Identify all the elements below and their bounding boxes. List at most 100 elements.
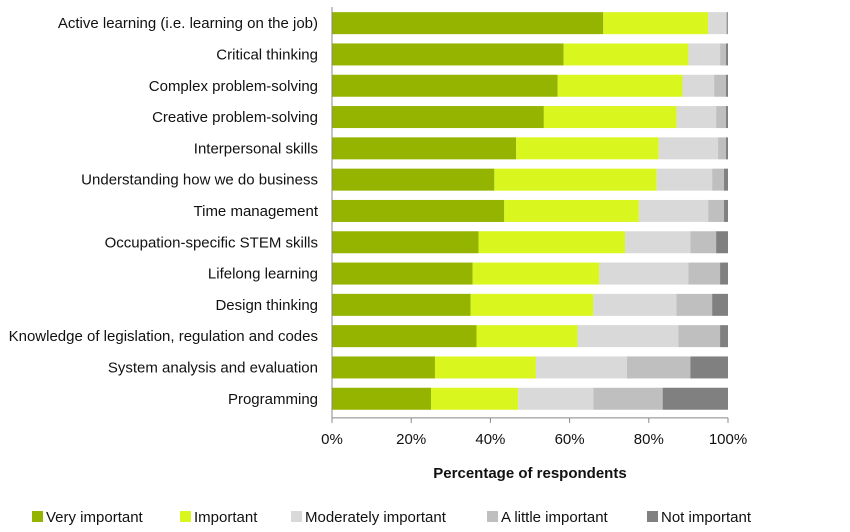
bar-segment-important-5	[494, 168, 657, 191]
bar-segment-moderately-important-10	[577, 325, 679, 348]
category-label: Design thinking	[215, 297, 318, 314]
bar-segment-moderately-important-11	[535, 356, 628, 379]
category-label: Active learning (i.e. learning on the jo…	[58, 15, 318, 32]
bar-segment-important-10	[476, 325, 578, 348]
legend-label: Not important	[661, 509, 752, 526]
bar-segment-moderately-important-8	[599, 262, 689, 285]
category-label: Lifelong learning	[208, 266, 318, 283]
bar-segment-moderately-important-9	[593, 293, 677, 316]
category-label: System analysis and evaluation	[108, 359, 318, 376]
category-label: Programming	[228, 391, 318, 408]
bar-segment-moderately-important-6	[638, 199, 709, 222]
bar-segment-very-important-12	[332, 387, 431, 410]
bar-segment-a-little-important-7	[690, 231, 717, 254]
category-label: Critical thinking	[216, 46, 318, 63]
bar-segment-a-little-important-12	[593, 387, 663, 410]
bar-segment-important-6	[504, 199, 639, 222]
category-label: Occupation-specific STEM skills	[105, 234, 318, 251]
bar-segment-a-little-important-4	[718, 137, 727, 160]
x-tick-label: 20%	[396, 431, 426, 448]
bar-segment-not-important-10	[720, 325, 728, 348]
bar-segment-a-little-important-9	[676, 293, 713, 316]
bar-segment-very-important-4	[332, 137, 517, 160]
bar-segment-moderately-important-12	[518, 387, 594, 410]
bar-segment-a-little-important-5	[712, 168, 725, 191]
bar-segment-important-7	[478, 231, 626, 254]
legend-label: Very important	[46, 509, 144, 526]
legend-swatch	[647, 511, 658, 522]
x-tick-label: 60%	[555, 431, 585, 448]
bar-segment-very-important-7	[332, 231, 479, 254]
x-tick-label: 100%	[709, 431, 747, 448]
legend-swatch	[291, 511, 302, 522]
bar-segment-a-little-important-10	[678, 325, 721, 348]
bar-segment-a-little-important-0	[726, 12, 728, 35]
category-labels: Active learning (i.e. learning on the jo…	[9, 15, 319, 408]
bar-segment-not-important-6	[724, 199, 728, 222]
bar-segment-not-important-1	[726, 43, 728, 66]
category-label: Knowledge of legislation, regulation and…	[9, 328, 318, 345]
bar-segment-moderately-important-4	[658, 137, 719, 160]
bar-segment-not-important-9	[712, 293, 728, 316]
bar-segment-important-12	[431, 387, 519, 410]
category-label: Time management	[194, 203, 319, 220]
bar-segment-not-important-3	[726, 106, 728, 129]
legend-swatch	[180, 511, 191, 522]
legend-label: A little important	[501, 509, 609, 526]
bar-segment-very-important-11	[332, 356, 435, 379]
bar-segment-very-important-8	[332, 262, 473, 285]
x-tick-label: 0%	[321, 431, 343, 448]
bar-segment-not-important-7	[716, 231, 728, 254]
category-label: Complex problem-solving	[149, 78, 318, 95]
bar-segment-moderately-important-7	[625, 231, 691, 254]
bar-segment-a-little-important-11	[627, 356, 691, 379]
bar-segment-not-important-8	[720, 262, 728, 285]
bar-segment-important-4	[516, 137, 659, 160]
bars-group	[332, 12, 728, 410]
bar-segment-not-important-5	[724, 168, 728, 191]
bar-segment-not-important-11	[690, 356, 728, 379]
category-label: Understanding how we do business	[81, 172, 318, 189]
x-tick-label: 80%	[634, 431, 664, 448]
bar-segment-moderately-important-0	[708, 12, 727, 35]
bar-segment-important-1	[563, 43, 689, 66]
bar-segment-very-important-6	[332, 199, 505, 222]
bar-segment-a-little-important-2	[714, 74, 727, 97]
bar-segment-very-important-1	[332, 43, 564, 66]
bar-segment-moderately-important-5	[656, 168, 713, 191]
legend-swatch	[32, 511, 43, 522]
x-axis-ticks: 0% 20% 40% 60% 80% 100%	[321, 417, 747, 448]
bar-segment-a-little-important-6	[708, 199, 725, 222]
bar-segment-not-important-4	[726, 137, 728, 160]
bar-segment-not-important-12	[662, 387, 728, 410]
bar-segment-a-little-important-3	[716, 106, 727, 129]
bar-segment-important-2	[557, 74, 683, 97]
bar-segment-very-important-9	[332, 293, 471, 316]
legend-swatch	[487, 511, 498, 522]
category-label: Creative problem-solving	[152, 109, 318, 126]
bar-segment-important-8	[472, 262, 600, 285]
bar-segment-important-3	[543, 106, 677, 129]
bar-segment-very-important-2	[332, 74, 558, 97]
legend-label: Important	[194, 509, 258, 526]
bar-segment-very-important-0	[332, 12, 604, 35]
bar-segment-moderately-important-2	[682, 74, 715, 97]
bar-segment-important-11	[434, 356, 536, 379]
bar-segment-moderately-important-3	[676, 106, 717, 129]
x-axis-title: Percentage of respondents	[433, 465, 626, 482]
bar-segment-moderately-important-1	[688, 43, 721, 66]
bar-segment-very-important-3	[332, 106, 544, 129]
x-tick-label: 40%	[475, 431, 505, 448]
bar-segment-a-little-important-1	[720, 43, 727, 66]
bar-segment-not-important-0	[727, 12, 728, 35]
legend: Very important Important Moderately import…	[32, 509, 752, 526]
bar-segment-not-important-2	[726, 74, 728, 97]
bar-segment-important-9	[470, 293, 594, 316]
bar-segment-important-0	[603, 12, 709, 35]
legend-label: Moderately important	[305, 509, 447, 526]
category-label: Interpersonal skills	[194, 140, 318, 157]
bar-segment-a-little-important-8	[688, 262, 721, 285]
bar-segment-very-important-5	[332, 168, 495, 191]
bar-segment-very-important-10	[332, 325, 477, 348]
